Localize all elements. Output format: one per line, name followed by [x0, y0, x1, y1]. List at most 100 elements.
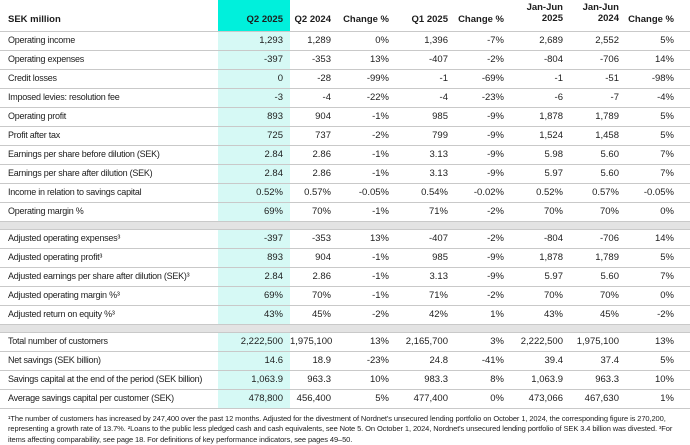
value-cell: 71%	[396, 202, 455, 221]
value-cell: 70%	[570, 202, 626, 221]
value-cell: 0.57%	[570, 183, 626, 202]
row-label: Operating income	[0, 31, 218, 50]
value-cell: 1,289	[290, 31, 338, 50]
value-cell: -4	[396, 88, 455, 107]
value-cell: 1,975,100	[290, 332, 338, 351]
value-cell: 893	[218, 248, 290, 267]
value-cell: 5.60	[570, 145, 626, 164]
value-cell: 0.57%	[290, 183, 338, 202]
value-cell: 2.86	[290, 164, 338, 183]
value-cell: 1,396	[396, 31, 455, 50]
value-cell: 0.52%	[218, 183, 290, 202]
value-cell: 985	[396, 248, 455, 267]
row-label: Operating expenses	[0, 50, 218, 69]
value-cell: 69%	[218, 202, 290, 221]
value-cell: 737	[290, 126, 338, 145]
row-label: Earnings per share before dilution (SEK)	[0, 145, 218, 164]
value-cell: -1%	[338, 107, 396, 126]
value-cell: 10%	[338, 370, 396, 389]
column-header: Jan-Jun 2025	[511, 0, 570, 31]
value-cell: -9%	[455, 107, 511, 126]
value-cell: 5.98	[511, 145, 570, 164]
value-cell: 799	[396, 126, 455, 145]
value-cell: 13%	[338, 50, 396, 69]
value-cell: 37.4	[570, 351, 626, 370]
value-cell: 983.3	[396, 370, 455, 389]
value-cell: 0.54%	[396, 183, 455, 202]
column-header: Q2 2025	[218, 0, 290, 31]
value-cell: 71%	[396, 286, 455, 305]
value-cell: -28	[290, 69, 338, 88]
value-cell: 0	[218, 69, 290, 88]
value-cell: 2,165,700	[396, 332, 455, 351]
value-cell: -1%	[338, 248, 396, 267]
value-cell: -397	[218, 229, 290, 248]
value-cell: -397	[218, 50, 290, 69]
value-cell: -2%	[455, 50, 511, 69]
row-label: Savings capital at the end of the period…	[0, 370, 218, 389]
table-row: Average savings capital per customer (SE…	[0, 389, 690, 408]
value-cell: 963.3	[570, 370, 626, 389]
value-cell: -2%	[338, 305, 396, 324]
value-cell: -4%	[626, 88, 690, 107]
section-separator-band	[0, 221, 690, 229]
value-cell: 893	[218, 107, 290, 126]
value-cell: -9%	[455, 164, 511, 183]
value-cell: 985	[396, 107, 455, 126]
table-row: Operating margin %69%70%-1%71%-2%70%70%0…	[0, 202, 690, 221]
value-cell: 45%	[570, 305, 626, 324]
value-cell: 45%	[290, 305, 338, 324]
value-cell: 467,630	[570, 389, 626, 408]
value-cell: 14%	[626, 50, 690, 69]
value-cell: 2,222,500	[218, 332, 290, 351]
value-cell: -407	[396, 50, 455, 69]
value-cell: -23%	[455, 88, 511, 107]
value-cell: 14.6	[218, 351, 290, 370]
value-cell: -1%	[338, 202, 396, 221]
value-cell: 13%	[626, 332, 690, 351]
value-cell: 2,689	[511, 31, 570, 50]
value-cell: 5.97	[511, 164, 570, 183]
row-label: Profit after tax	[0, 126, 218, 145]
section-separator-band	[0, 324, 690, 332]
value-cell: -9%	[455, 145, 511, 164]
value-cell: 43%	[511, 305, 570, 324]
value-cell: -2%	[626, 305, 690, 324]
row-label: Adjusted operating margin %³	[0, 286, 218, 305]
value-cell: 0%	[626, 202, 690, 221]
value-cell: 1,063.9	[511, 370, 570, 389]
value-cell: -7	[570, 88, 626, 107]
value-cell: -7%	[455, 31, 511, 50]
value-cell: 5%	[626, 107, 690, 126]
value-cell: 2.86	[290, 267, 338, 286]
value-cell: 2.84	[218, 267, 290, 286]
row-label: Operating profit	[0, 107, 218, 126]
value-cell: 70%	[570, 286, 626, 305]
value-cell: 1%	[626, 389, 690, 408]
value-cell: -4	[290, 88, 338, 107]
value-cell: 5%	[626, 31, 690, 50]
value-cell: 0.52%	[511, 183, 570, 202]
row-label: Adjusted earnings per share after diluti…	[0, 267, 218, 286]
value-cell: -1%	[338, 164, 396, 183]
value-cell: 1,878	[511, 107, 570, 126]
value-cell: 7%	[626, 164, 690, 183]
value-cell: 1,878	[511, 248, 570, 267]
row-label: Total number of customers	[0, 332, 218, 351]
value-cell: 8%	[455, 370, 511, 389]
value-cell: 1%	[455, 305, 511, 324]
value-cell: -6	[511, 88, 570, 107]
row-label: Operating margin %	[0, 202, 218, 221]
row-label: Net savings (SEK billion)	[0, 351, 218, 370]
value-cell: 1,524	[511, 126, 570, 145]
value-cell: 478,800	[218, 389, 290, 408]
value-cell: 14%	[626, 229, 690, 248]
